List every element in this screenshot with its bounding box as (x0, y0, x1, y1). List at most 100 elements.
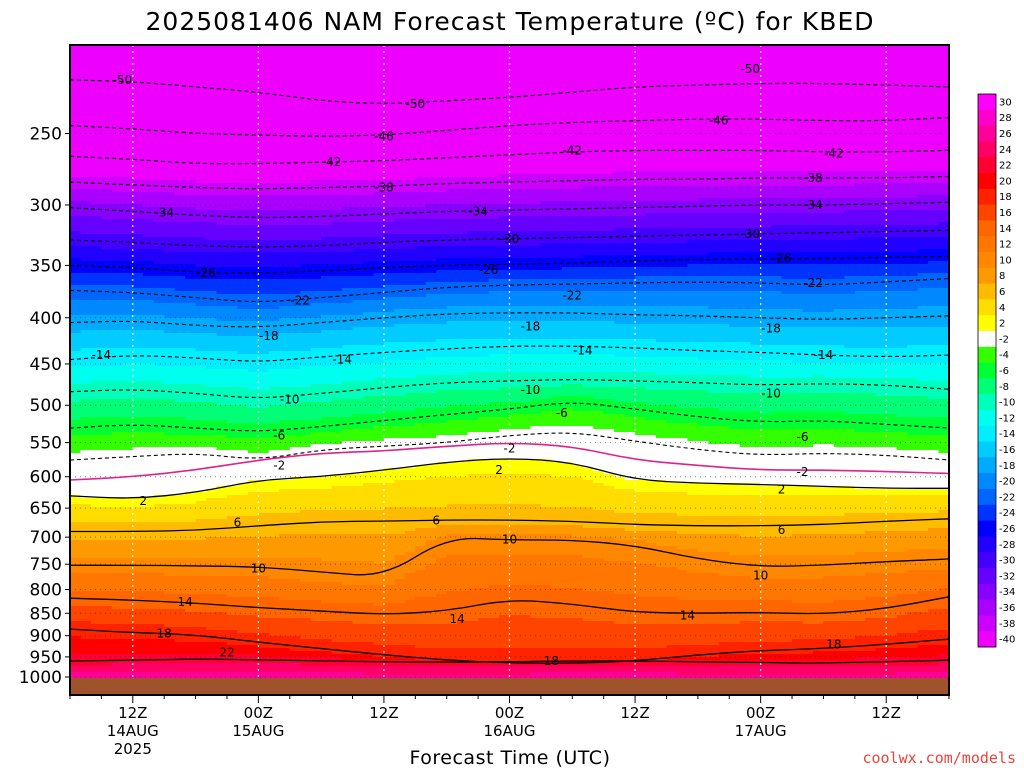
temperature-cell (216, 483, 228, 487)
temperature-cell (289, 537, 301, 541)
temperature-cell (258, 507, 270, 511)
temperature-cell (185, 312, 197, 316)
temperature-cell (122, 447, 134, 451)
temperature-cell (143, 633, 155, 637)
temperature-cell (153, 393, 165, 397)
temperature-cell (300, 174, 312, 178)
temperature-cell (279, 603, 291, 607)
temperature-cell (80, 444, 92, 448)
temperature-cell (122, 429, 134, 433)
temperature-cell (279, 552, 291, 556)
temperature-cell (70, 531, 82, 535)
temperature-cell (164, 669, 176, 673)
temperature-cell (247, 156, 259, 160)
temperature-cell (90, 270, 102, 274)
temperature-cell (279, 438, 291, 442)
temperature-cell (258, 528, 270, 532)
temperature-cell (258, 471, 270, 475)
temperature-cell (279, 423, 291, 427)
temperature-cell (122, 459, 134, 463)
temperature-cell (247, 66, 259, 70)
temperature-cell (101, 435, 113, 439)
temperature-cell (300, 483, 312, 487)
temperature-cell (289, 333, 301, 337)
temperature-cell (216, 435, 228, 439)
temperature-cell (279, 378, 291, 382)
temperature-cell (174, 222, 186, 226)
temperature-cell (268, 630, 280, 634)
temperature-cell (111, 585, 123, 589)
temperature-cell (174, 201, 186, 205)
temperature-cell (101, 606, 113, 610)
temperature-cell (279, 573, 291, 577)
temperature-cell (195, 363, 207, 367)
temperature-cell (279, 393, 291, 397)
temperature-cell (237, 186, 249, 190)
temperature-cell (216, 330, 228, 334)
temperature-cell (164, 48, 176, 52)
temperature-cell (195, 591, 207, 595)
temperature-cell (80, 465, 92, 469)
temperature-cell (122, 528, 134, 532)
temperature-cell (195, 429, 207, 433)
temperature-cell (80, 93, 92, 97)
temperature-cell (279, 534, 291, 538)
temperature-cell (164, 240, 176, 244)
temperature-cell (289, 231, 301, 235)
temperature-cell (174, 75, 186, 79)
temperature-cell (289, 510, 301, 514)
temperature-cell (80, 243, 92, 247)
temperature-cell (195, 474, 207, 478)
temperature-cell (195, 321, 207, 325)
temperature-cell (90, 609, 102, 613)
temperature-cell (164, 639, 176, 643)
temperature-cell (258, 357, 270, 361)
temperature-cell (195, 435, 207, 439)
temperature-cell (247, 150, 259, 154)
temperature-cell (216, 231, 228, 235)
temperature-cell (237, 510, 249, 514)
temperature-cell (122, 66, 134, 70)
temperature-cell (216, 186, 228, 190)
temperature-cell (216, 549, 228, 553)
temperature-cell (289, 66, 301, 70)
temperature-cell (216, 138, 228, 142)
temperature-cell (206, 177, 218, 181)
temperature-cell (174, 306, 186, 310)
temperature-cell (237, 111, 249, 115)
temperature-cell (164, 522, 176, 526)
temperature-cell (111, 405, 123, 409)
temperature-cell (101, 621, 113, 625)
temperature-cell (227, 504, 239, 508)
temperature-cell (90, 642, 102, 646)
temperature-cell (101, 171, 113, 175)
temperature-cell (268, 477, 280, 481)
temperature-cell (289, 303, 301, 307)
temperature-cell (300, 435, 312, 439)
temperature-cell (216, 360, 228, 364)
temperature-cell (132, 453, 144, 457)
temperature-cell (300, 150, 312, 154)
temperature-cell (289, 273, 301, 277)
temperature-cell (101, 462, 113, 466)
temperature-cell (70, 261, 82, 265)
temperature-cell (195, 549, 207, 553)
temperature-cell (70, 60, 82, 64)
temperature-cell (258, 486, 270, 490)
temperature-cell (247, 648, 259, 652)
temperature-cell (289, 318, 301, 322)
temperature-cell (300, 204, 312, 208)
temperature-cell (216, 93, 228, 97)
temperature-cell (132, 297, 144, 301)
temperature-cell (195, 96, 207, 100)
temperature-cell (90, 72, 102, 76)
temperature-cell (132, 666, 144, 670)
temperature-cell (90, 249, 102, 253)
temperature-cell (268, 486, 280, 490)
temperature-cell (101, 117, 113, 121)
temperature-cell (122, 453, 134, 457)
temperature-cell (101, 594, 113, 598)
temperature-cell (289, 525, 301, 529)
temperature-cell (300, 663, 312, 667)
temperature-cell (279, 231, 291, 235)
